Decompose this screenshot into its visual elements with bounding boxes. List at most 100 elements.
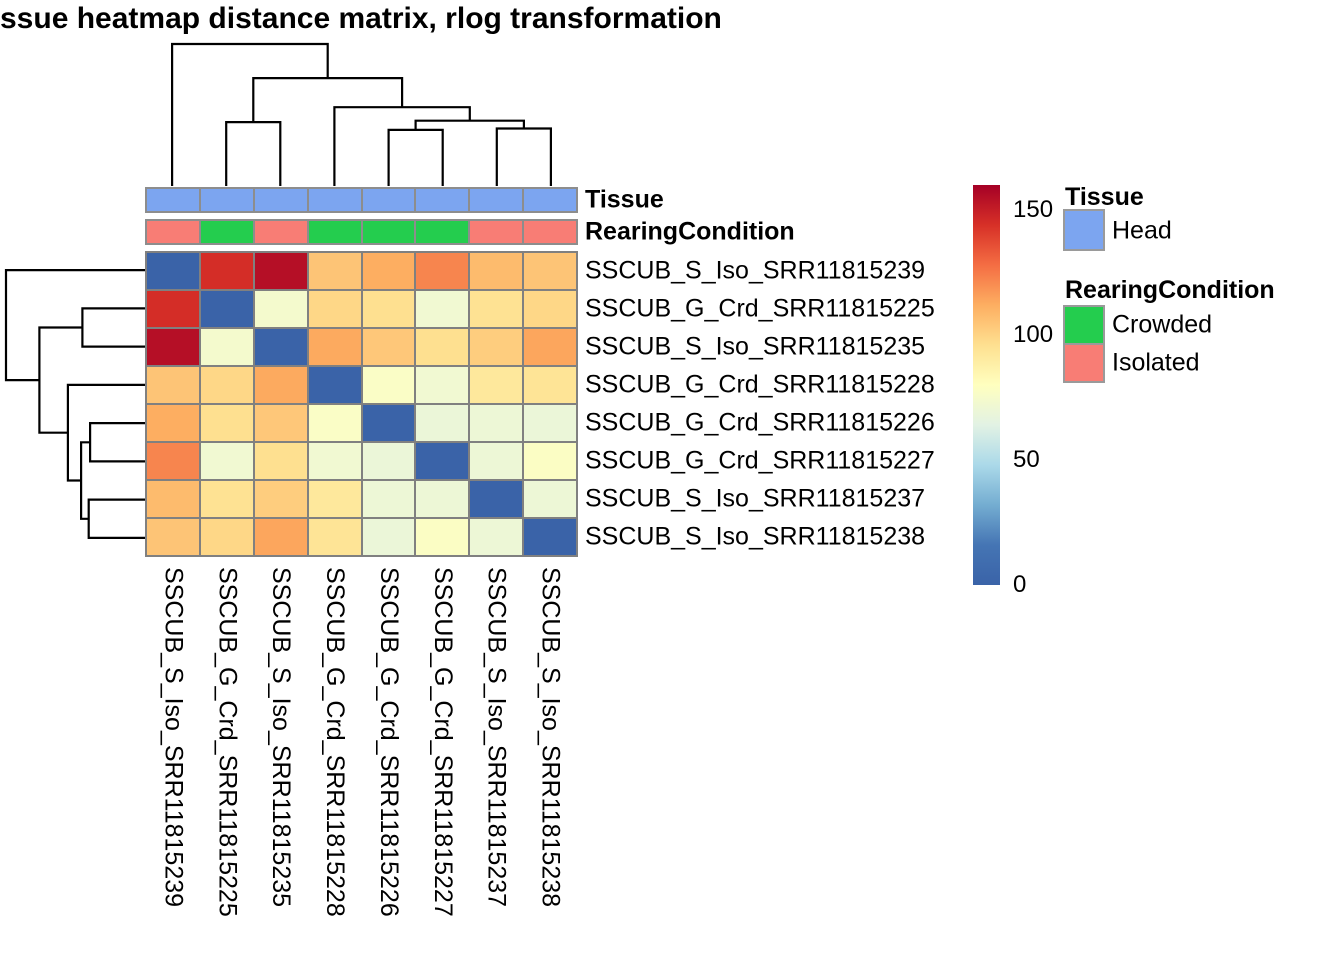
annotation-cell <box>362 189 415 211</box>
heatmap-cell <box>254 329 307 365</box>
annotation-cell <box>416 189 469 211</box>
heatmap-cell <box>362 329 415 365</box>
annotation-cell <box>470 189 523 211</box>
heatmap-cell <box>254 405 307 441</box>
annotation-cell <box>254 189 307 211</box>
heatmap-cell <box>254 253 307 289</box>
heatmap-cell <box>147 253 199 289</box>
column-label: SSCUB_G_Crd_SRR11815228 <box>321 567 350 917</box>
rearing-condition-annotation-bar <box>145 219 578 245</box>
heatmap-cell <box>470 329 523 365</box>
heatmap-cell <box>200 443 253 479</box>
heatmap-cell <box>147 291 199 327</box>
heatmap-cell <box>470 519 523 555</box>
row-label: SSCUB_G_Crd_SRR11815225 <box>585 294 935 323</box>
heatmap-cell <box>308 481 361 517</box>
row-label: SSCUB_G_Crd_SRR11815227 <box>585 446 935 475</box>
heatmap-cell <box>362 481 415 517</box>
heatmap-cell <box>147 443 199 479</box>
column-label: SSCUB_G_Crd_SRR11815226 <box>374 567 403 917</box>
annotation-cell <box>362 221 415 243</box>
heatmap-cell <box>200 329 253 365</box>
heatmap-cell <box>416 329 469 365</box>
heatmap-cell <box>470 443 523 479</box>
colorbar-tick-label: 50 <box>1013 446 1040 473</box>
heatmap-cell <box>308 405 361 441</box>
column-label: SSCUB_S_Iso_SRR11815237 <box>482 567 511 908</box>
rearing-annotation-label: RearingCondition <box>585 217 795 246</box>
legend-rearing-header: RearingCondition <box>1065 276 1275 304</box>
heatmap-cell <box>147 329 199 365</box>
heatmap-cell <box>362 519 415 555</box>
legend-item-label: Crowded <box>1112 310 1213 339</box>
legend-item-label: Head <box>1112 216 1172 245</box>
row-label: SSCUB_S_Iso_SRR11815238 <box>585 522 926 551</box>
heatmap-cell <box>254 481 307 517</box>
heatmap-cell <box>308 329 361 365</box>
heatmap-cell <box>147 367 199 403</box>
distance-matrix-heatmap <box>145 251 578 557</box>
heatmap-cell <box>524 481 576 517</box>
heatmap-cell <box>200 519 253 555</box>
heatmap-cell <box>200 405 253 441</box>
heatmap-cell <box>470 291 523 327</box>
heatmap-cell <box>200 481 253 517</box>
tissue-annotation-bar <box>145 187 578 213</box>
heatmap-cell <box>524 519 576 555</box>
annotation-cell <box>147 221 199 243</box>
heatmap-cell <box>147 405 199 441</box>
row-label: SSCUB_S_Iso_SRR11815235 <box>585 332 926 361</box>
heatmap-cell <box>470 253 523 289</box>
annotation-cell <box>308 189 361 211</box>
column-dendrogram <box>171 42 552 186</box>
heatmap-cell <box>147 519 199 555</box>
heatmap-cell <box>254 367 307 403</box>
heatmap-cell <box>362 291 415 327</box>
heatmap-cell <box>524 405 576 441</box>
heatmap-cell <box>308 443 361 479</box>
row-dendrogram <box>4 269 145 539</box>
heatmap-cell <box>308 291 361 327</box>
heatmap-cell <box>416 405 469 441</box>
colorbar-tick-label: 100 <box>1013 321 1054 348</box>
colorbar-gradient <box>973 185 1000 585</box>
annotation-cell <box>470 221 523 243</box>
annotation-cell <box>524 221 576 243</box>
heatmap-cell <box>416 481 469 517</box>
column-label: SSCUB_G_Crd_SRR11815225 <box>213 567 242 917</box>
annotation-cell <box>200 189 253 211</box>
heatmap-cell <box>254 291 307 327</box>
heatmap-cell <box>362 405 415 441</box>
heatmap-cell <box>470 481 523 517</box>
heatmap-cell <box>200 291 253 327</box>
heatmap-cell <box>362 367 415 403</box>
heatmap-cell <box>362 443 415 479</box>
heatmap-cell <box>416 291 469 327</box>
heatmap-cell <box>254 443 307 479</box>
legend-item-label: Isolated <box>1112 348 1200 377</box>
dendrogram-branches <box>4 269 145 539</box>
figure-title: ssue heatmap distance matrix, rlog trans… <box>0 2 722 35</box>
colorbar-tick-label: 150 <box>1013 196 1054 223</box>
heatmap-cell <box>470 405 523 441</box>
column-label: SSCUB_S_Iso_SRR11815235 <box>267 567 296 908</box>
colorbar-tick-label: 0 <box>1013 571 1027 598</box>
heatmap-cell <box>200 253 253 289</box>
heatmap-cell <box>524 367 576 403</box>
heatmap-cell <box>416 519 469 555</box>
heatmap-cell <box>524 329 576 365</box>
heatmap-cell <box>416 443 469 479</box>
annotation-cell <box>200 221 253 243</box>
annotation-cell <box>254 221 307 243</box>
heatmap-cell <box>470 367 523 403</box>
heatmap-cell <box>308 519 361 555</box>
heatmap-cell <box>524 443 576 479</box>
column-label: SSCUB_G_Crd_SRR11815227 <box>428 567 457 917</box>
heatmap-cell <box>416 253 469 289</box>
annotation-cell <box>416 221 469 243</box>
legend-color-swatch <box>1065 211 1103 249</box>
heatmap-cell <box>362 253 415 289</box>
legend-tissue-header: Tissue <box>1065 183 1144 211</box>
tissue-annotation-label: Tissue <box>585 185 664 214</box>
